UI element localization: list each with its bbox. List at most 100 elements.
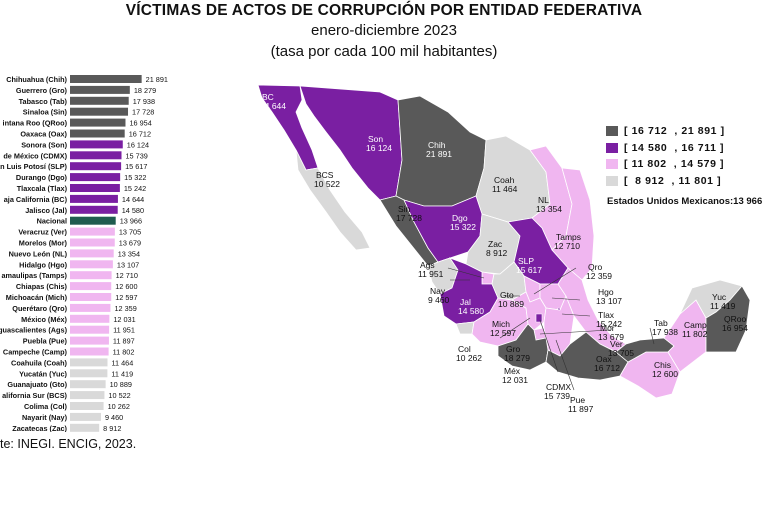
bar (70, 303, 111, 312)
bar (70, 227, 115, 236)
map-state-value: 13 705 (608, 348, 634, 358)
bar (70, 140, 123, 149)
bar-value-label: 15 617 (125, 162, 147, 171)
map-state-value: 10 889 (498, 299, 524, 309)
bar (70, 75, 142, 83)
bar-category-label: Nayarit (Nay) (22, 413, 68, 422)
legend-label: [ 11 802 , 14 579 ] (624, 158, 725, 171)
map-state-abbr: Qro (588, 262, 602, 272)
map-state-abbr: Chih (428, 140, 446, 150)
bar-category-label: guascalientes (Ags) (0, 326, 68, 335)
bar-value-label: 13 679 (119, 239, 141, 248)
bar-value-label: 15 739 (126, 151, 148, 160)
map-state-value: 10 522 (314, 179, 340, 189)
bar-value-label: 13 966 (120, 217, 142, 226)
map-state-abbr: Dgo (452, 213, 468, 223)
bar-value-label: 21 891 (146, 75, 168, 84)
bar-value-label: 14 580 (122, 206, 144, 215)
bar-value-label: 12 600 (115, 282, 137, 291)
map-state-abbr: Mich (492, 319, 510, 329)
legend-swatch (606, 159, 618, 170)
bar (70, 336, 109, 345)
bar (70, 107, 129, 116)
bar (70, 162, 122, 171)
bar-category-label: Tlaxcala (Tlax) (17, 184, 68, 193)
map-state-abbr: Pue (570, 395, 585, 405)
bar-value-label: 11 897 (113, 337, 135, 346)
bar-value-label: 13 705 (119, 228, 141, 237)
bar-value-label: 11 464 (112, 358, 134, 367)
state-col (455, 321, 475, 335)
map-state-abbr: Gro (506, 344, 520, 354)
bar-category-label: amaulipas (Tamps) (1, 271, 67, 280)
map-state-value: 11 951 (418, 269, 444, 279)
map-state-value: 16 954 (722, 323, 748, 333)
bar-value-label: 10 522 (108, 391, 130, 400)
state-qroo (705, 285, 751, 353)
map-state-abbr: SLP (518, 256, 534, 266)
bar (70, 369, 108, 378)
map-state-value: 11 464 (492, 184, 518, 194)
legend-swatch (606, 142, 618, 153)
legend-item: [ 8 912 , 11 801 ] (606, 173, 725, 190)
bar-category-label: Sinaloa (Sin) (23, 108, 68, 117)
map-state-value: 12 600 (652, 369, 678, 379)
bar-value-label: 9 460 (105, 413, 123, 422)
legend-swatch (606, 126, 618, 137)
map-state-value: 15 322 (450, 222, 476, 232)
bar-value-label: 16 124 (127, 140, 149, 149)
bar (70, 271, 112, 280)
legend-item: [ 14 580 , 16 711 ] (606, 140, 725, 157)
state-bcs (295, 149, 371, 251)
legend-item: [ 11 802 , 14 579 ] (606, 156, 725, 173)
map-state-abbr: BC (262, 92, 274, 102)
bar (70, 282, 112, 291)
map-state-value: 11 419 (710, 301, 736, 311)
bar-category-label: aja California (BC) (4, 195, 68, 204)
map-state-abbr: Gto (500, 290, 514, 300)
bar-category-label: Durango (Dgo) (16, 173, 68, 182)
bar (70, 194, 118, 203)
map-state-value: 13 107 (596, 296, 622, 306)
map-state-abbr: Méx (504, 366, 521, 376)
map-state-value: 16 712 (594, 363, 620, 373)
map-state-value: 21 891 (426, 149, 452, 159)
map-state-abbr: NL (538, 195, 549, 205)
bar (70, 380, 106, 389)
map-state-value: 13 679 (598, 332, 624, 342)
bar-category-label: Zacatecas (Zac) (12, 424, 67, 432)
map-state-abbr: Chis (654, 360, 671, 370)
map-state-value: 10 262 (456, 353, 482, 363)
bar-value-label: 17 728 (132, 108, 154, 117)
bar-value-label: 16 954 (129, 119, 151, 128)
map-state-value: 11 897 (568, 404, 594, 414)
map-state-abbr: Son (368, 134, 383, 144)
legend-swatch (606, 175, 618, 186)
map-state-value: 12 359 (586, 271, 612, 281)
bar (70, 260, 113, 269)
map-state-value: 11 802 (682, 329, 708, 339)
bar-category-label: an Luis Potosí (SLP) (0, 162, 68, 171)
bar-value-label: 17 938 (133, 97, 155, 106)
map-state-value: 8 912 (486, 248, 508, 258)
map-state-abbr: QRoo (724, 314, 746, 324)
map-state-abbr: Hgo (598, 287, 614, 297)
bar-value-label: 10 262 (108, 402, 130, 411)
map-state-abbr: BCS (316, 170, 334, 180)
map-state-value: 12 031 (502, 375, 528, 385)
bar-category-label: Coahuila (Coah) (11, 358, 68, 367)
bar-category-label: México (Méx) (21, 315, 67, 324)
state-cdmx (535, 313, 543, 323)
bar-category-label: Campeche (Camp) (3, 348, 68, 357)
bar-category-label: Yucatán (Yuc) (19, 369, 67, 378)
bar-category-label: Nacional (37, 217, 67, 226)
bar-category-label: Guanajuato (Gto) (7, 380, 67, 389)
bar-value-label: 12 597 (115, 293, 137, 302)
bar-value-label: 12 031 (113, 315, 135, 324)
bar-value-label: 15 322 (124, 173, 146, 182)
bar (70, 129, 125, 138)
bar-value-label: 11 419 (111, 369, 133, 378)
map-state-abbr: Nay (430, 286, 446, 296)
map-state-value: 15 242 (596, 319, 622, 329)
